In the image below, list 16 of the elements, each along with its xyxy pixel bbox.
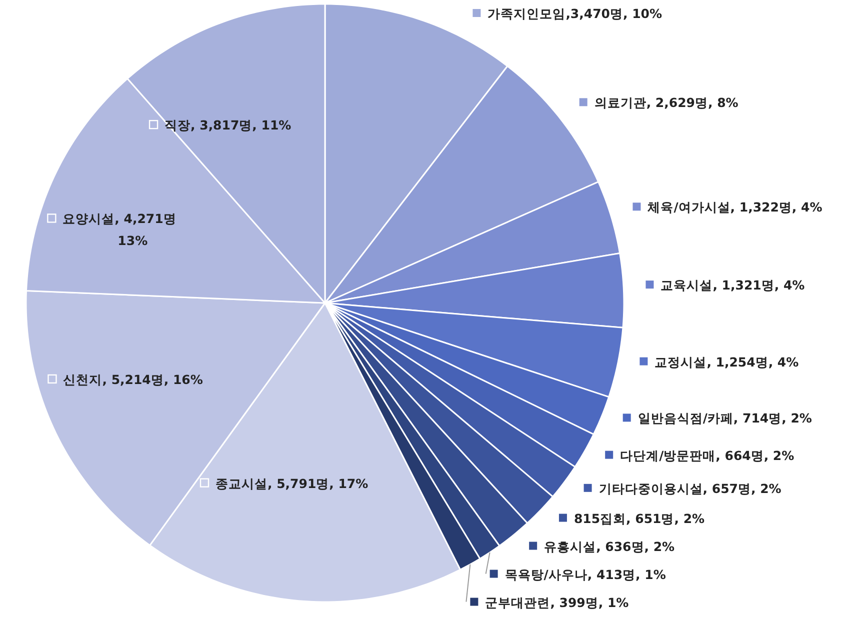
legend-label: 군부대관련, 399명, 1% <box>485 594 630 610</box>
legend-label: 교육시설, 1,321명, 4% <box>660 278 806 293</box>
slice-label: 요양시설, 4,271명 13% <box>62 211 176 248</box>
legend-label: 가족지인모임,3,470명, 10% <box>488 6 662 21</box>
slice-label: 신천지, 5,214명, 16% <box>63 372 204 387</box>
legend-label: 체육/여가시설, 1,322명, 4% <box>646 200 823 215</box>
slice-label: 직장, 3,817명, 11% <box>164 118 292 133</box>
legend-label: 교정시설, 1,254명, 4% <box>654 354 800 370</box>
legend-label: 기타다중이용시설, 657명, 2% <box>598 480 782 496</box>
legend-label: 유흥시설, 636명, 2% <box>544 538 676 554</box>
legend-label: 일반음식점/카페, 714명, 2% <box>638 410 812 426</box>
legend-label: 의료기관, 2,629명, 8% <box>594 95 739 110</box>
legend-label: 다단계/방문판매, 664명, 2% <box>620 448 795 463</box>
legend-label: 815집회, 651명, 2% <box>574 510 706 526</box>
slice-label: 종교시설, 5,791명, 17% <box>216 476 369 491</box>
legend-label: 목욕탕/사우나, 413명, 1% <box>504 566 666 582</box>
